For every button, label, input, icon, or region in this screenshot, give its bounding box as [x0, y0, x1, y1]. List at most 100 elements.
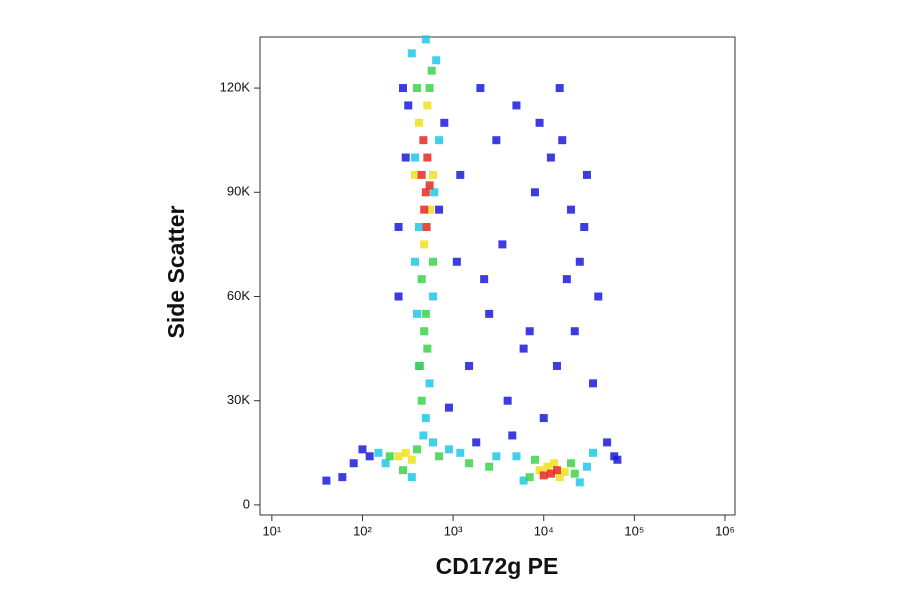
y-tick-label: 30K [227, 392, 250, 407]
data-point [485, 462, 494, 471]
data-point [417, 275, 426, 284]
data-point [465, 459, 474, 468]
data-point [555, 84, 564, 93]
data-point [519, 476, 528, 485]
x-tick-label: 10⁶ [715, 523, 735, 538]
data-point [413, 445, 422, 454]
data-point [428, 170, 437, 179]
data-point [582, 170, 591, 179]
data-point [543, 462, 552, 471]
data-point [420, 205, 429, 214]
data-point [413, 309, 422, 318]
data-point [411, 170, 420, 179]
data-point [423, 101, 432, 110]
data-point [456, 170, 465, 179]
x-tick-label: 10² [353, 523, 372, 538]
x-tick-label: 10¹ [262, 523, 281, 538]
y-tick-label: 0 [243, 496, 250, 511]
data-point [492, 136, 501, 145]
data-point [567, 205, 576, 214]
data-point [427, 66, 436, 75]
data-point [413, 84, 422, 93]
data-point [394, 223, 403, 232]
data-point [444, 445, 453, 454]
data-point [417, 396, 426, 405]
data-point [435, 452, 444, 461]
data-point [421, 188, 430, 197]
data-point [365, 452, 374, 461]
data-point [525, 473, 534, 482]
data-point [492, 452, 501, 461]
data-point [613, 455, 622, 464]
data-point [394, 452, 403, 461]
data-point [421, 309, 430, 318]
data-point [525, 327, 534, 336]
data-point [503, 396, 512, 405]
data-point [411, 257, 420, 266]
data-point [480, 275, 489, 284]
data-point [425, 379, 434, 388]
data-point [570, 327, 579, 336]
data-point [419, 431, 428, 440]
data-point [414, 223, 423, 232]
data-point [420, 240, 429, 249]
data-point [399, 84, 408, 93]
data-point [530, 455, 539, 464]
data-point [435, 205, 444, 214]
data-point [428, 438, 437, 447]
data-point [428, 292, 437, 301]
data-point [401, 153, 410, 162]
data-point [508, 431, 517, 440]
data-point [558, 136, 567, 145]
data-point [575, 478, 584, 487]
data-point [422, 223, 431, 232]
data-point [407, 473, 416, 482]
data-point [415, 361, 424, 370]
data-point [421, 414, 430, 423]
data-point [358, 445, 367, 454]
data-point [426, 205, 435, 214]
data-point [456, 448, 465, 457]
data-point [465, 361, 474, 370]
data-point [476, 84, 485, 93]
x-tick-label: 10⁴ [534, 523, 554, 538]
data-point [322, 476, 331, 485]
data-point [425, 181, 434, 190]
x-axis-title: CD172g PE [436, 553, 559, 579]
data-point [560, 467, 569, 476]
data-point [594, 292, 603, 301]
data-point [575, 257, 584, 266]
data-point [404, 101, 413, 110]
y-axis-title: Side Scatter [163, 205, 189, 338]
data-point [539, 471, 548, 480]
data-point [550, 459, 559, 468]
data-point [570, 469, 579, 478]
data-point [530, 188, 539, 197]
data-point [425, 84, 434, 93]
data-point [411, 153, 420, 162]
data-point [552, 361, 561, 370]
data-point [512, 101, 521, 110]
data-point [555, 473, 564, 482]
data-point [498, 240, 507, 249]
data-point [385, 452, 394, 461]
data-point [603, 438, 612, 447]
plot-frame [259, 36, 736, 516]
data-point [435, 136, 444, 145]
data-point [420, 327, 429, 336]
data-point [535, 466, 544, 475]
data-point [589, 379, 598, 388]
data-point [421, 35, 430, 44]
data-point [381, 459, 390, 468]
data-point [338, 473, 347, 482]
data-point [399, 466, 408, 475]
y-tick-label: 120K [220, 80, 251, 95]
data-point [407, 49, 416, 58]
data-point [552, 466, 561, 475]
data-point [535, 118, 544, 127]
data-point [407, 455, 416, 464]
data-point [349, 459, 358, 468]
data-point [423, 153, 432, 162]
data-point [417, 170, 426, 179]
data-point [546, 153, 555, 162]
